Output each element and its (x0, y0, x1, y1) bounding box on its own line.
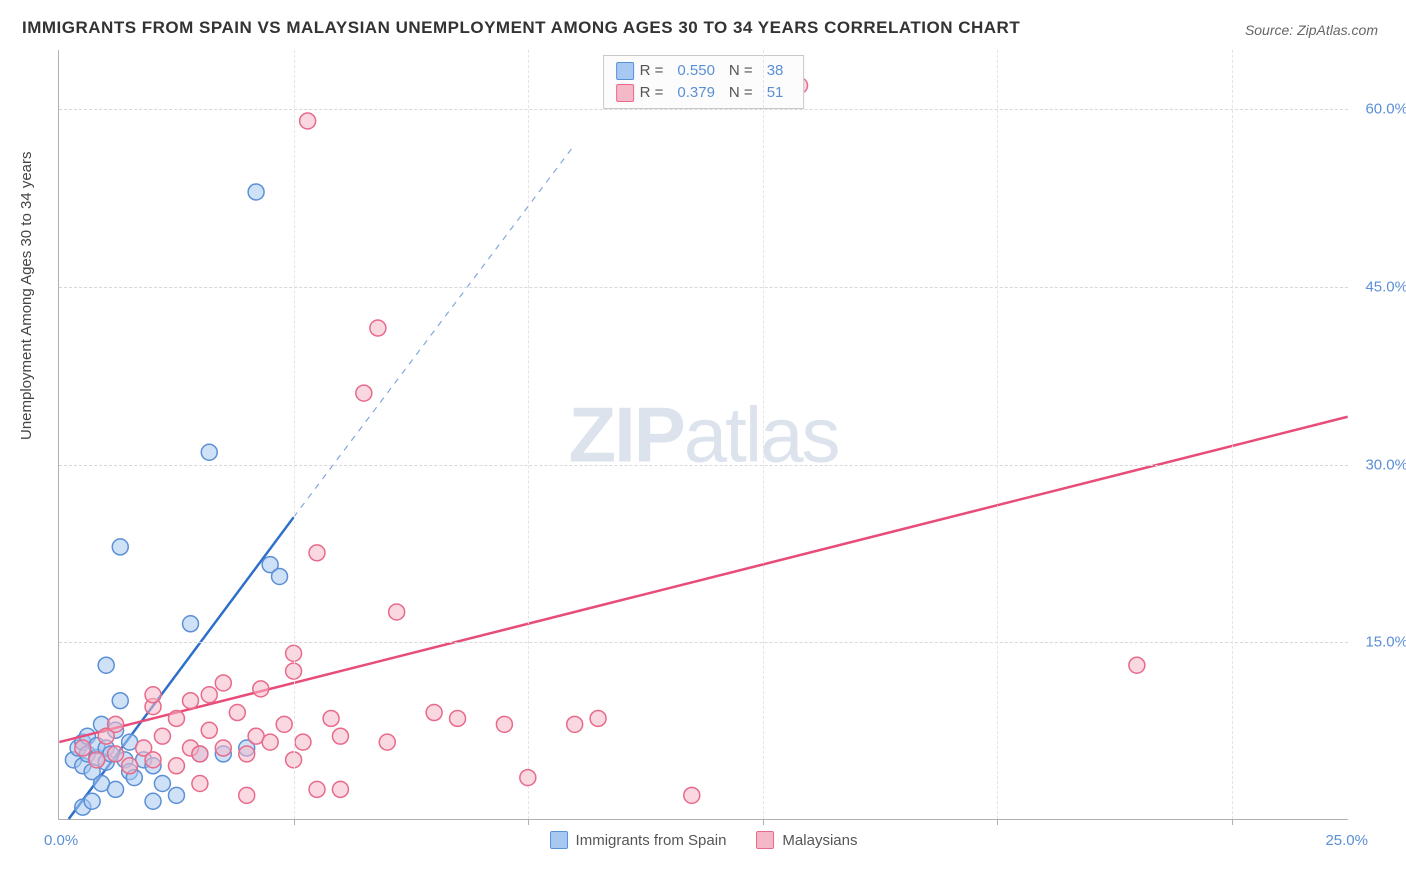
data-point (89, 752, 105, 768)
y-axis-label: Unemployment Among Ages 30 to 34 years (18, 151, 35, 440)
data-point (450, 710, 466, 726)
legend-row: R = 0.379 N = 51 (616, 82, 792, 104)
data-point (84, 793, 100, 809)
data-point (183, 616, 199, 632)
series-legend: Immigrants from Spain Malaysians (550, 831, 858, 849)
data-point (332, 781, 348, 797)
data-point (426, 705, 442, 721)
data-point (496, 716, 512, 732)
data-point (262, 734, 278, 750)
data-point (215, 740, 231, 756)
data-point (229, 705, 245, 721)
legend-item: Malaysians (756, 831, 857, 849)
data-point (145, 793, 161, 809)
data-point (253, 681, 269, 697)
data-point (272, 568, 288, 584)
data-point (75, 740, 91, 756)
gridline-vertical (528, 50, 529, 819)
data-point (201, 722, 217, 738)
x-tick-mark (1232, 819, 1233, 825)
data-point (168, 758, 184, 774)
data-point (145, 752, 161, 768)
legend-n-value: 38 (767, 60, 784, 82)
legend-r-value: 0.379 (677, 82, 715, 104)
legend-r-label: R = (640, 60, 664, 82)
data-point (168, 787, 184, 803)
legend-r-label: R = (640, 82, 664, 104)
data-point (192, 746, 208, 762)
gridline-vertical (1232, 50, 1233, 819)
gridline-vertical (294, 50, 295, 819)
data-point (309, 545, 325, 561)
legend-n-label: N = (729, 60, 753, 82)
y-tick-label: 60.0% (1353, 101, 1406, 118)
data-point (300, 113, 316, 129)
y-tick-label: 45.0% (1353, 278, 1406, 295)
x-tick-mark (997, 819, 998, 825)
chart-plot-area: ZIPatlas R =0.550N =38R =0.379N =51 0.0%… (58, 50, 1348, 820)
data-point (183, 693, 199, 709)
data-point (389, 604, 405, 620)
data-point (590, 710, 606, 726)
legend-swatch (550, 831, 568, 849)
data-point (108, 746, 124, 762)
gridline-horizontal (59, 287, 1348, 288)
x-axis-end-label: 25.0% (1325, 832, 1368, 849)
data-point (323, 710, 339, 726)
data-point (112, 693, 128, 709)
scatter-plot-svg (59, 50, 1348, 819)
data-point (154, 776, 170, 792)
data-point (248, 184, 264, 200)
data-point (295, 734, 311, 750)
gridline-horizontal (59, 109, 1348, 110)
data-point (201, 687, 217, 703)
x-axis-origin-label: 0.0% (44, 832, 78, 849)
gridline-vertical (997, 50, 998, 819)
data-point (98, 657, 114, 673)
data-point (122, 758, 138, 774)
legend-label: Malaysians (782, 832, 857, 849)
data-point (192, 776, 208, 792)
x-tick-mark (763, 819, 764, 825)
correlation-legend: R = 0.550 N = 38 R = 0.379 N = 51 (603, 55, 805, 109)
data-point (145, 687, 161, 703)
gridline-horizontal (59, 642, 1348, 643)
data-point (276, 716, 292, 732)
chart-title: IMMIGRANTS FROM SPAIN VS MALAYSIAN UNEMP… (22, 18, 1020, 38)
data-point (201, 444, 217, 460)
legend-swatch (616, 62, 634, 80)
source-attribution: Source: ZipAtlas.com (1245, 22, 1378, 38)
legend-swatch (756, 831, 774, 849)
legend-label: Immigrants from Spain (576, 832, 727, 849)
data-point (332, 728, 348, 744)
data-point (239, 746, 255, 762)
data-point (356, 385, 372, 401)
data-point (567, 716, 583, 732)
gridline-horizontal (59, 465, 1348, 466)
data-point (370, 320, 386, 336)
data-point (108, 716, 124, 732)
gridline-vertical (763, 50, 764, 819)
data-point (239, 787, 255, 803)
y-tick-label: 30.0% (1353, 456, 1406, 473)
legend-swatch (616, 84, 634, 102)
data-point (112, 539, 128, 555)
y-tick-label: 15.0% (1353, 634, 1406, 651)
data-point (168, 710, 184, 726)
legend-row: R = 0.550 N = 38 (616, 60, 792, 82)
data-point (684, 787, 700, 803)
regression-line-extrapolated (294, 145, 575, 518)
legend-n-label: N = (729, 82, 753, 104)
data-point (309, 781, 325, 797)
data-point (1129, 657, 1145, 673)
data-point (215, 675, 231, 691)
legend-n-value: 51 (767, 82, 784, 104)
legend-r-value: 0.550 (677, 60, 715, 82)
data-point (108, 781, 124, 797)
x-tick-mark (528, 819, 529, 825)
data-point (154, 728, 170, 744)
x-tick-mark (294, 819, 295, 825)
data-point (379, 734, 395, 750)
legend-item: Immigrants from Spain (550, 831, 727, 849)
